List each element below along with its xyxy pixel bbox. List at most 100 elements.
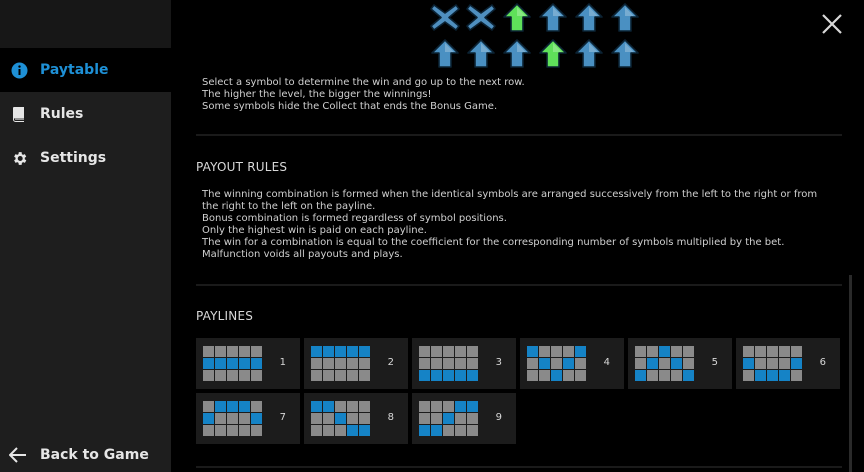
payline-number: 2 bbox=[387, 357, 394, 368]
payline-cell bbox=[635, 346, 646, 357]
payline-cell bbox=[539, 346, 550, 357]
payline-diagram bbox=[419, 401, 481, 437]
bonus-row bbox=[429, 2, 641, 33]
payline-cell bbox=[779, 346, 790, 357]
payline-cell bbox=[767, 370, 778, 381]
payline-cell bbox=[455, 370, 466, 381]
payline-cell bbox=[419, 358, 430, 369]
payline-cell bbox=[551, 358, 562, 369]
payline-cell bbox=[335, 346, 346, 357]
payline-cell bbox=[527, 370, 538, 381]
sidebar-item-label: Settings bbox=[40, 150, 107, 166]
payline-cell bbox=[311, 346, 322, 357]
payline-cell bbox=[659, 346, 670, 357]
payline-cell bbox=[455, 401, 466, 412]
payline-card-1: 1 bbox=[196, 338, 300, 389]
payline-cell bbox=[347, 358, 358, 369]
payline-card-9: 9 bbox=[412, 393, 516, 444]
blue-arrow-icon bbox=[609, 2, 641, 33]
payline-cell bbox=[563, 370, 574, 381]
payline-cell bbox=[779, 358, 790, 369]
payline-cell bbox=[431, 413, 442, 424]
text-line: The higher the level, the bigger the win… bbox=[202, 89, 432, 100]
payline-cell bbox=[323, 346, 334, 357]
payline-diagram bbox=[743, 346, 805, 382]
payline-cell bbox=[203, 358, 214, 369]
book-icon bbox=[10, 105, 28, 123]
payline-cell bbox=[683, 346, 694, 357]
sidebar-item-rules[interactable]: Rules bbox=[0, 92, 171, 136]
sidebar-header bbox=[0, 0, 171, 48]
payline-cell bbox=[563, 358, 574, 369]
payline-cell bbox=[239, 346, 250, 357]
payline-cell bbox=[323, 370, 334, 381]
sidebar-item-settings[interactable]: Settings bbox=[0, 136, 171, 180]
payline-diagram bbox=[203, 401, 265, 437]
back-to-game-button[interactable]: Back to Game bbox=[0, 438, 171, 472]
blue-arrow-icon bbox=[573, 38, 605, 69]
payline-number: 3 bbox=[495, 357, 502, 368]
paytable-content: Select a symbol to determine the win and… bbox=[171, 0, 864, 472]
payline-number: 9 bbox=[495, 412, 502, 423]
payline-cell bbox=[635, 370, 646, 381]
payline-diagram bbox=[203, 346, 265, 382]
payline-cell bbox=[323, 425, 334, 436]
arrow-left-icon bbox=[8, 445, 28, 465]
text-line: Select a symbol to determine the win and… bbox=[202, 77, 525, 88]
text-line: Malfunction voids all payouts and plays. bbox=[202, 249, 403, 260]
payline-cell bbox=[239, 413, 250, 424]
payline-cell bbox=[239, 358, 250, 369]
payline-cell bbox=[551, 370, 562, 381]
payline-cell bbox=[419, 413, 430, 424]
payline-cell bbox=[431, 401, 442, 412]
payline-cell bbox=[551, 346, 562, 357]
payline-cell bbox=[311, 358, 322, 369]
close-button[interactable] bbox=[820, 12, 844, 36]
payline-cell bbox=[659, 370, 670, 381]
blue-arrow-icon bbox=[609, 38, 641, 69]
green-arrow-icon bbox=[537, 38, 569, 69]
payline-cell bbox=[251, 346, 262, 357]
payline-diagram bbox=[419, 346, 481, 382]
payline-cell bbox=[251, 413, 262, 424]
payline-number: 8 bbox=[387, 412, 394, 423]
payline-cell bbox=[359, 413, 370, 424]
gear-icon bbox=[10, 149, 28, 167]
payline-card-4: 4 bbox=[520, 338, 624, 389]
divider bbox=[196, 284, 842, 286]
payline-cell bbox=[335, 401, 346, 412]
payline-cell bbox=[455, 358, 466, 369]
payline-cell bbox=[227, 370, 238, 381]
payline-cell bbox=[203, 370, 214, 381]
payline-cell bbox=[443, 425, 454, 436]
scrollbar[interactable] bbox=[849, 275, 852, 472]
payline-cell bbox=[419, 370, 430, 381]
payline-number: 5 bbox=[711, 357, 718, 368]
payline-cell bbox=[767, 358, 778, 369]
payline-cell bbox=[755, 358, 766, 369]
payline-cell bbox=[443, 346, 454, 357]
payline-cell bbox=[455, 346, 466, 357]
payline-cell bbox=[335, 358, 346, 369]
payline-cell bbox=[239, 401, 250, 412]
payline-cell bbox=[335, 370, 346, 381]
payline-cell bbox=[251, 401, 262, 412]
blue-arrow-icon bbox=[429, 38, 461, 69]
payline-cell bbox=[251, 370, 262, 381]
payline-cell bbox=[431, 358, 442, 369]
bonus-description: Select a symbol to determine the win and… bbox=[202, 77, 525, 113]
payline-cell bbox=[239, 370, 250, 381]
payline-cell bbox=[323, 413, 334, 424]
payline-cell bbox=[647, 358, 658, 369]
sidebar-item-paytable[interactable]: Paytable bbox=[0, 48, 171, 92]
payline-cell bbox=[791, 370, 802, 381]
payline-card-6: 6 bbox=[736, 338, 840, 389]
payline-cell bbox=[215, 401, 226, 412]
payline-cell bbox=[779, 370, 790, 381]
payline-number: 4 bbox=[603, 357, 610, 368]
payline-cell bbox=[359, 346, 370, 357]
payline-cell bbox=[767, 346, 778, 357]
payline-cell bbox=[359, 425, 370, 436]
payline-cell bbox=[539, 370, 550, 381]
payline-cell bbox=[323, 358, 334, 369]
